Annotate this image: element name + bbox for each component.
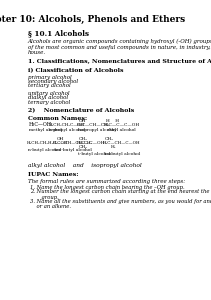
Text: H₃C—C—OH: H₃C—C—OH [77,142,105,146]
Text: CH₃: CH₃ [105,137,114,142]
Text: ternary alcohol: ternary alcohol [28,100,70,105]
Text: i) Classification of Alcohols: i) Classification of Alcohols [28,68,123,73]
Text: secondary alcohol: secondary alcohol [28,79,78,84]
Text: methyl alcohol: methyl alcohol [29,128,62,133]
Text: alkyl alcohol    and    isopropyl alcohol: alkyl alcohol and isopropyl alcohol [28,164,141,169]
Text: The formal rules are summarized according three steps:: The formal rules are summarized accordin… [28,178,185,184]
Text: Common Names:: Common Names: [28,116,87,121]
Text: group.: group. [30,194,58,200]
Text: OH: OH [57,137,64,142]
Text: 3. Name all the substituents and give numbers, as you would for and an alkane: 3. Name all the substituents and give nu… [30,200,211,205]
Text: t-butyl alcohol: t-butyl alcohol [78,152,110,155]
Text: 1. Name the longest carbon chain bearing the –OH group.: 1. Name the longest carbon chain bearing… [30,184,184,190]
Text: n-butyl alcohol: n-butyl alcohol [28,148,61,152]
Text: house.: house. [28,50,46,55]
Text: tertiary alcohol: tertiary alcohol [28,83,70,88]
Text: primary alcohol: primary alcohol [28,74,71,80]
Text: Alcohols are organic compounds containing hydroxyl (-OH) groups. They are some: Alcohols are organic compounds containin… [28,39,211,44]
Text: H₃C—CH—CH₃: H₃C—CH—CH₃ [77,122,110,127]
Text: OH: OH [79,118,86,122]
Text: n-propyl alcohol: n-propyl alcohol [49,128,85,133]
Text: 2)    Nomenclature of Alcohols: 2) Nomenclature of Alcohols [28,107,134,112]
Text: Chapter 10: Alcohols, Phenols and Ethers: Chapter 10: Alcohols, Phenols and Ethers [0,15,185,24]
Text: H₃C—CH—C—OH: H₃C—CH—C—OH [103,142,141,146]
Text: dialkyl alcohol: dialkyl alcohol [28,95,68,101]
Text: IUPAC Names:: IUPAC Names: [28,172,78,178]
Text: H₂: H₂ [111,146,116,149]
Text: unitary alcohol: unitary alcohol [28,91,69,96]
Text: isopropyl alcohol: isopropyl alcohol [78,128,116,133]
Text: H₃CH₂CH₂C—OH: H₃CH₂CH₂C—OH [48,122,85,127]
Text: 2. Number the longest carbon chain starting at the end nearest the hydroxyl: 2. Number the longest carbon chain start… [30,190,211,194]
Text: H₃C—CH—CH₂CH₃: H₃C—CH—CH₂CH₃ [53,142,93,146]
Text: of the most common and useful compounds in nature, in industry, and around the: of the most common and useful compounds … [28,44,211,50]
Text: § 10.1 Alcohols: § 10.1 Alcohols [28,29,89,37]
Text: H₃C—OH: H₃C—OH [29,122,52,128]
Text: H₃CH₂CH₂H₂C—OH: H₃CH₂CH₂H₂C—OH [26,142,68,146]
Text: H₃C—C—C—OH: H₃C—C—C—OH [104,122,140,127]
Text: isobutyl alcohol: isobutyl alcohol [105,152,140,155]
Text: CH₃: CH₃ [78,137,87,142]
Text: CH₃: CH₃ [78,146,87,149]
Text: ethyl alcohol: ethyl alcohol [107,128,135,133]
Text: sec-butyl alcohol: sec-butyl alcohol [54,148,92,152]
Text: 1. Classifications, Nomenclatures and Structure of Alcohols: 1. Classifications, Nomenclatures and St… [28,58,211,64]
Text: H    H: H H [106,118,119,122]
Text: or an alkene.: or an alkene. [30,205,71,209]
